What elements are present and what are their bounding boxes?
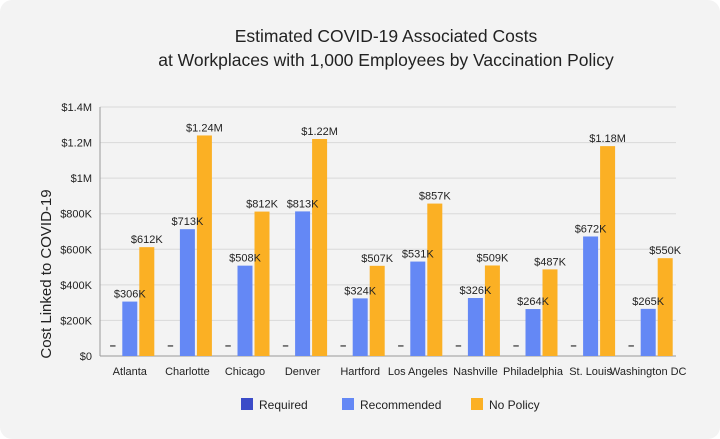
chart-subtitle: at Workplaces with 1,000 Employees by Va… <box>158 50 614 70</box>
data-label: $1.22M <box>301 126 338 138</box>
y-tick-label: $600K <box>60 244 92 256</box>
data-label: $1.24M <box>186 122 223 134</box>
x-tick-label: Los Angeles <box>388 366 448 378</box>
bar-no-policy <box>369 265 385 356</box>
legend-swatch-recommended <box>342 398 354 410</box>
bar-no-policy <box>196 135 212 356</box>
x-tick-label: St. Louis <box>569 366 612 378</box>
data-label: $713K <box>171 216 203 228</box>
data-label: $326K <box>459 285 491 297</box>
bar-recommended <box>410 261 426 356</box>
bar-recommended <box>583 236 599 356</box>
bar-no-policy <box>657 258 673 356</box>
bar-recommended <box>525 309 541 356</box>
bar-recommended <box>640 308 656 356</box>
bars <box>122 135 673 356</box>
y-tick-label: $800K <box>60 209 92 221</box>
x-tick-label: Hartford <box>340 366 380 378</box>
bar-no-policy <box>427 203 443 356</box>
x-tick-label: Denver <box>285 366 321 378</box>
x-tick-label: Washington DC <box>610 366 687 378</box>
bar-recommended <box>295 211 311 356</box>
bar-no-policy <box>542 269 558 356</box>
bar-no-policy <box>254 211 270 356</box>
y-tick-labels: $0 $200K $400K $600K $800K $1M $1.2M $1.4M <box>60 102 92 363</box>
bar-recommended <box>467 298 483 356</box>
data-labels: – $306K $612K – $713K $1.24M – $508K $812K – $813K… <box>110 122 682 352</box>
bar-no-policy <box>484 265 500 356</box>
data-label: $487K <box>534 256 566 268</box>
y-axis-label: Cost Linked to COVID-19 <box>38 189 55 358</box>
data-label: $324K <box>344 285 376 297</box>
data-label: $1.18M <box>589 133 626 145</box>
data-label: $264K <box>517 296 549 308</box>
data-label-zero: – <box>455 340 461 352</box>
data-label: $672K <box>575 223 607 235</box>
bar-no-policy <box>600 146 616 356</box>
x-tick-label: Nashville <box>453 366 498 378</box>
data-label: $265K <box>632 296 664 308</box>
data-label-zero: – <box>513 340 519 352</box>
data-label-zero: – <box>340 340 346 352</box>
data-label-zero: – <box>225 340 231 352</box>
data-label-zero: – <box>571 340 577 352</box>
data-label: $612K <box>131 234 163 246</box>
legend-swatch-required <box>241 398 253 410</box>
bar-no-policy <box>139 247 155 356</box>
legend: Required Recommended No Policy <box>241 398 540 412</box>
legend-swatch-no-policy <box>471 398 483 410</box>
data-label: $507K <box>361 253 393 265</box>
y-tick-label: $0 <box>80 351 92 363</box>
data-label: $508K <box>229 253 261 265</box>
bar-recommended <box>122 301 138 356</box>
y-tick-label: $200K <box>60 315 92 327</box>
data-label: $306K <box>114 289 146 301</box>
bar-recommended <box>179 229 195 356</box>
x-tick-label: Chicago <box>225 366 265 378</box>
x-tick-label: Charlotte <box>165 366 210 378</box>
legend-label: No Policy <box>489 398 540 412</box>
data-label: $531K <box>402 249 434 261</box>
y-tick-label: $400K <box>60 280 92 292</box>
gridlines <box>99 106 676 357</box>
data-label-zero: – <box>398 340 404 352</box>
x-tick-label: Atlanta <box>113 366 148 378</box>
bar-recommended <box>237 265 253 356</box>
data-label: $813K <box>287 198 319 210</box>
data-label: $857K <box>419 191 451 203</box>
x-tick-labels: Atlanta Charlotte Chicago Denver Hartford Los… <box>113 366 687 378</box>
data-label: $550K <box>649 245 681 257</box>
legend-label: Recommended <box>360 398 441 412</box>
y-tick-label: $1M <box>71 173 92 185</box>
data-label: $509K <box>476 252 508 264</box>
data-label: $812K <box>246 199 278 211</box>
bar-no-policy <box>312 139 328 356</box>
data-label-zero: – <box>110 340 116 352</box>
x-tick-label: Philadelphia <box>503 366 564 378</box>
data-label-zero: – <box>167 340 173 352</box>
y-tick-label: $1.2M <box>61 138 92 150</box>
chart-title: Estimated COVID-19 Associated Costs <box>235 26 538 46</box>
y-tick-label: $1.4M <box>61 102 92 114</box>
bar-recommended <box>352 298 368 356</box>
data-label-zero: – <box>283 340 289 352</box>
legend-label: Required <box>259 398 308 412</box>
data-label-zero: – <box>628 340 634 352</box>
